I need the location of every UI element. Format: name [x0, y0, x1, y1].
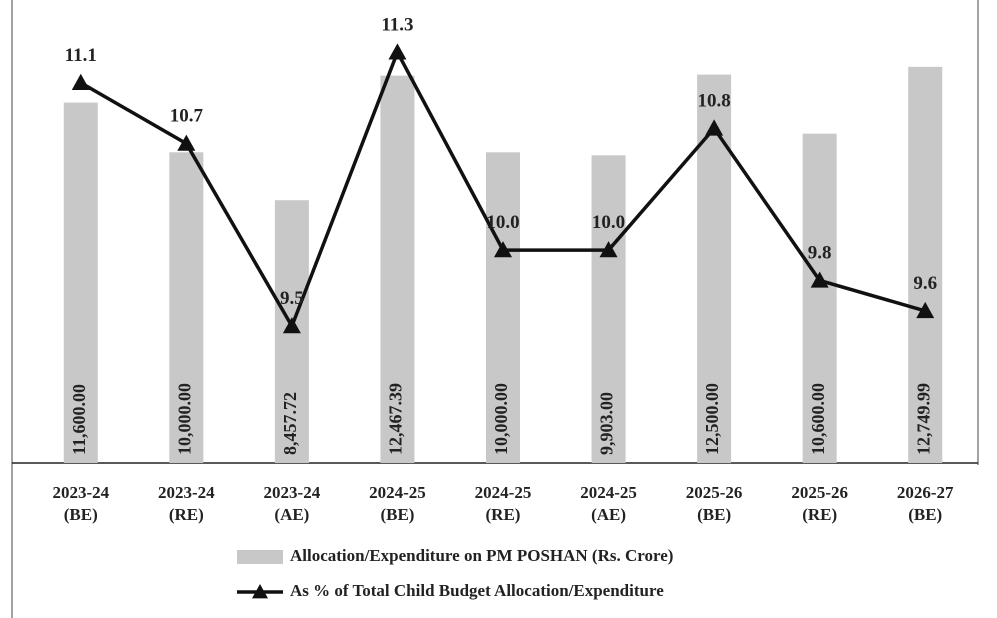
line-marker [916, 301, 935, 319]
bar-value-label: 10,600.00 [808, 383, 828, 455]
x-tick-label: 2023-24 (RE) [158, 483, 215, 524]
legend-marker [252, 584, 268, 599]
line-marker [177, 134, 196, 151]
x-tick-label: 2024-25 (BE) [369, 483, 426, 524]
bar-value-label: 12,749.99 [913, 383, 933, 455]
line-value-label: 10.7 [170, 106, 204, 127]
bar-value-label: 10,000.00 [174, 383, 194, 455]
line-marker [810, 271, 829, 288]
bar [169, 152, 204, 464]
line-value-label: 10.0 [592, 212, 625, 233]
line-value-label: 9.6 [913, 273, 937, 294]
bar-value-label: 11,600.00 [69, 384, 89, 455]
line-marker [388, 43, 407, 60]
bar [63, 102, 98, 464]
bar-value-label: 8,457.72 [280, 392, 300, 455]
line-value-label: 11.1 [65, 45, 97, 66]
bar-value-label: 10,000.00 [491, 383, 511, 455]
line-marker [705, 119, 724, 136]
bar-value-label: 12,467.39 [386, 383, 406, 455]
line-value-label: 9.8 [808, 242, 832, 263]
line-value-label: 11.3 [381, 14, 413, 35]
bar [908, 66, 943, 463]
legend-label: As % of Total Child Budget Allocation/Ex… [290, 581, 664, 600]
line-value-label: 10.0 [486, 212, 519, 233]
bar [380, 75, 415, 463]
line-marker [282, 317, 301, 334]
bar-value-label: 12,500.00 [702, 383, 722, 455]
bar-value-label: 9,903.00 [597, 392, 617, 455]
x-tick-label: 2026-27 (BE) [897, 483, 954, 524]
line-marker [71, 73, 90, 90]
legend-label: Allocation/Expenditure on PM POSHAN (Rs.… [290, 546, 673, 565]
line-marker [494, 241, 512, 258]
x-tick-label: 2024-25 (RE) [475, 483, 532, 524]
bar [486, 152, 520, 464]
x-tick-label: 2025-26 (RE) [791, 483, 848, 524]
bar [802, 133, 837, 463]
line-marker [599, 241, 618, 258]
x-tick-label: 2025-26 (BE) [686, 483, 743, 524]
x-tick-label: 2024-25 (AE) [580, 483, 637, 524]
legend-swatch [237, 550, 283, 564]
x-tick-label: 2023-24 (BE) [52, 483, 109, 524]
line-value-label: 9.5 [280, 288, 304, 309]
line-value-label: 10.8 [697, 90, 730, 111]
x-tick-label: 2023-24 (AE) [264, 483, 321, 524]
bar [591, 155, 626, 464]
